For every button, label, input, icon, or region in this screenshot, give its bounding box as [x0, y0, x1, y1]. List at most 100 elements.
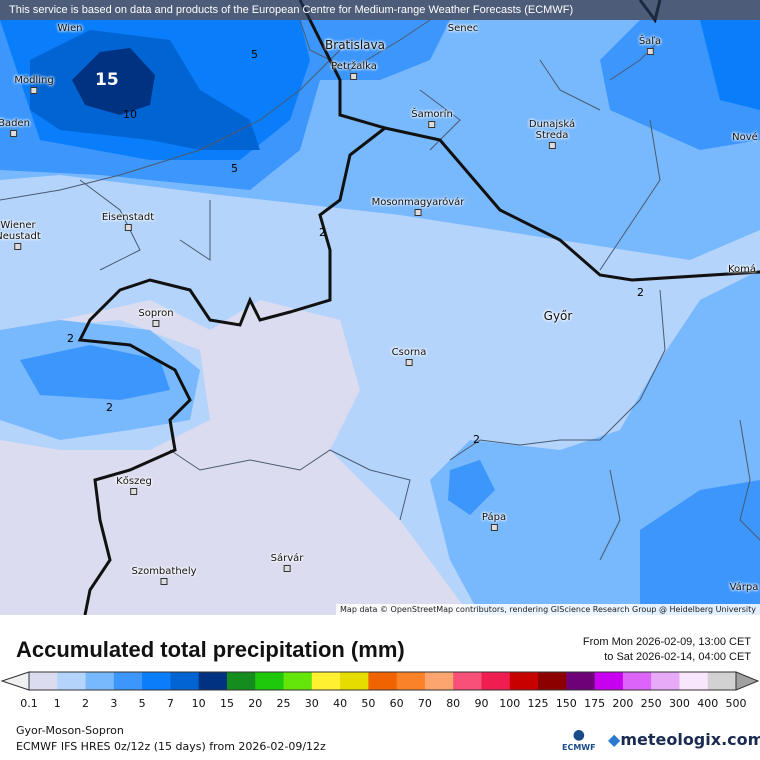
chart-title: Accumulated total precipitation (mm) [16, 637, 405, 662]
legend-tick: 100 [499, 697, 521, 710]
legend-swatch [679, 672, 709, 690]
legend-tick: 1 [53, 697, 61, 710]
legend-tick: 15 [219, 697, 234, 710]
legend-colorbar [0, 671, 760, 691]
city-label: Petržalka [331, 61, 377, 80]
city-label: Mödling [14, 75, 54, 94]
map-attribution: Map data © OpenStreetMap contributors, r… [336, 604, 760, 615]
contour-label: 2 [319, 226, 326, 239]
ecmwf-notice: This service is based on data and produc… [0, 0, 760, 20]
ecmwf-logo: ● ECMWF [562, 727, 596, 752]
legend-tick: 0.1 [20, 697, 38, 710]
legend-swatch [57, 672, 87, 690]
city-label: Baden [0, 118, 30, 137]
legend-swatch [509, 672, 539, 690]
city-label: Senec [447, 23, 479, 34]
legend-tick: 3 [110, 697, 118, 710]
city-label: Kőszeg [116, 476, 152, 495]
precipitation-map[interactable]: This service is based on data and produc… [0, 0, 760, 615]
legend-swatch [424, 672, 454, 690]
legend-swatch [340, 672, 369, 690]
period-from: From Mon 2026-02-09, 13:00 CET [582, 636, 751, 648]
region-name: Gyor-Moson-Sopron [16, 724, 124, 737]
legend-tick: 2 [82, 697, 90, 710]
contour-label: 2 [106, 401, 113, 414]
meteologix-drop-icon: ◆ [608, 730, 621, 749]
city-label: Várpa [729, 582, 759, 593]
legend-swatch [311, 672, 341, 690]
city-label: Sárvár [271, 553, 303, 572]
legend-over-arrow [735, 671, 760, 691]
legend-swatch [226, 672, 256, 690]
legend-swatch [538, 672, 567, 690]
contour-label: 5 [251, 48, 258, 61]
legend-tick: 25 [276, 697, 291, 710]
legend-swatch [651, 672, 680, 690]
legend-swatch [142, 672, 171, 690]
city-label: Sopron [138, 308, 174, 327]
city-label: Dunajská Streda [529, 119, 575, 149]
legend-swatch [29, 672, 58, 690]
zone-3-5-se [448, 460, 760, 615]
contour-label: 5 [231, 162, 238, 175]
legend-tick: 5 [138, 697, 146, 710]
zone-10-15 [72, 48, 155, 115]
city-label: Mosonmagyaróvár [372, 197, 464, 216]
contour-label: 10 [123, 108, 137, 121]
zone-5-7-ne [700, 20, 760, 110]
contour-label: 2 [67, 332, 74, 345]
legend-swatch [170, 672, 200, 690]
city-label: Wien [57, 23, 83, 34]
city-label: Nové [732, 132, 758, 143]
legend-tick: 30 [304, 697, 319, 710]
legend-swatch [368, 672, 398, 690]
city-label: Pápa [482, 512, 506, 531]
legend-swatch [198, 672, 228, 690]
legend-tick: 7 [166, 697, 174, 710]
legend-swatch [594, 672, 624, 690]
legend-tick: 40 [333, 697, 348, 710]
legend-swatch [453, 672, 482, 690]
legend-swatch [566, 672, 596, 690]
legend-tick: 70 [417, 697, 432, 710]
legend-swatch [622, 672, 652, 690]
city-label: Csorna [392, 347, 426, 366]
legend-tick: 60 [389, 697, 404, 710]
legend-tick: 80 [446, 697, 461, 710]
city-label: Bratislava [325, 38, 385, 52]
legend-tick: 200 [612, 697, 634, 710]
period-to: to Sat 2026-02-14, 04:00 CET [604, 651, 751, 663]
legend-swatch [113, 672, 143, 690]
legend-tick: 50 [361, 697, 376, 710]
legend-tick: 10 [191, 697, 206, 710]
legend-tick: 150 [555, 697, 577, 710]
precipitation-field [0, 0, 760, 615]
city-label: Šamorín [411, 109, 453, 128]
city-label: Eisenstadt [102, 212, 154, 231]
city-label: Győr [543, 309, 573, 323]
legend-tick: 400 [697, 697, 719, 710]
model-info: ECMWF IFS HRES 0z/12z (15 days) from 202… [16, 740, 326, 753]
city-label: Wiener Neustadt [0, 220, 41, 250]
legend-tick: 90 [474, 697, 489, 710]
legend-frame [28, 671, 737, 691]
contour-label: 2 [473, 433, 480, 446]
legend-tick: 250 [640, 697, 662, 710]
meteologix-logo[interactable]: ◆meteologix.com [608, 730, 760, 749]
forecast-period: From Mon 2026-02-09, 13:00 CET to Sat 20… [583, 635, 751, 665]
zone-3-5-sw [20, 345, 170, 400]
legend-tick: 20 [248, 697, 263, 710]
legend-swatch [283, 672, 313, 690]
legend-tick: 175 [584, 697, 606, 710]
legend-tick: 300 [668, 697, 690, 710]
legend-tick: 125 [527, 697, 549, 710]
city-label: Komá [727, 264, 757, 275]
contour-label: 15 [95, 70, 119, 90]
city-label: Szombathely [131, 566, 197, 585]
legend-swatch [707, 672, 737, 690]
city-label: Šaľa [639, 36, 661, 55]
legend-tick: 500 [725, 697, 747, 710]
legend-swatch [255, 672, 285, 690]
legend-swatch [85, 672, 115, 690]
legend-swatch [396, 672, 426, 690]
